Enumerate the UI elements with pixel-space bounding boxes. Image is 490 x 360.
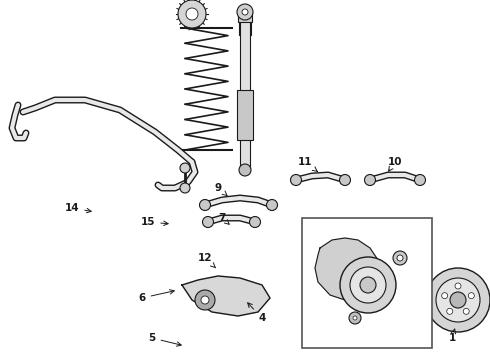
Text: 15: 15 (141, 217, 168, 227)
Polygon shape (315, 238, 378, 302)
Text: 6: 6 (138, 290, 174, 303)
Text: 5: 5 (148, 333, 181, 346)
Text: 10: 10 (388, 157, 402, 171)
Circle shape (415, 175, 425, 185)
Bar (237, 90, 253, 140)
Circle shape (340, 257, 396, 313)
Circle shape (242, 9, 248, 15)
Circle shape (199, 199, 211, 211)
Text: 3: 3 (331, 330, 345, 343)
Circle shape (436, 278, 480, 322)
Text: 13: 13 (383, 223, 400, 238)
Text: 8: 8 (348, 253, 360, 268)
Circle shape (180, 183, 190, 193)
Circle shape (186, 8, 198, 20)
Circle shape (340, 175, 350, 185)
Circle shape (426, 268, 490, 332)
Circle shape (397, 255, 403, 261)
Circle shape (365, 175, 375, 185)
Circle shape (463, 308, 469, 314)
Circle shape (455, 283, 461, 289)
Text: 11: 11 (298, 157, 318, 172)
Circle shape (178, 0, 206, 28)
Text: 14: 14 (65, 203, 91, 213)
Circle shape (450, 292, 466, 308)
Circle shape (360, 277, 376, 293)
Bar (238, 12, 252, 22)
Circle shape (349, 312, 361, 324)
Text: 7: 7 (219, 213, 229, 224)
Text: 1: 1 (448, 329, 456, 343)
Bar (302, 218, 432, 348)
Circle shape (393, 251, 407, 265)
Circle shape (350, 267, 386, 303)
Circle shape (267, 199, 277, 211)
Circle shape (249, 216, 261, 228)
Circle shape (201, 296, 209, 304)
Circle shape (180, 163, 190, 173)
Circle shape (202, 216, 214, 228)
Text: 2: 2 (379, 263, 392, 273)
Circle shape (468, 293, 474, 299)
Circle shape (195, 290, 215, 310)
Circle shape (239, 164, 251, 176)
Circle shape (441, 293, 448, 299)
Circle shape (447, 308, 453, 314)
Bar (240, 15, 250, 170)
Polygon shape (182, 276, 270, 316)
Text: 9: 9 (215, 183, 227, 195)
Circle shape (291, 175, 301, 185)
Circle shape (353, 316, 357, 320)
Circle shape (237, 4, 253, 20)
Text: 4: 4 (247, 303, 266, 323)
Text: 12: 12 (198, 253, 216, 268)
Bar (239, 12, 251, 35)
